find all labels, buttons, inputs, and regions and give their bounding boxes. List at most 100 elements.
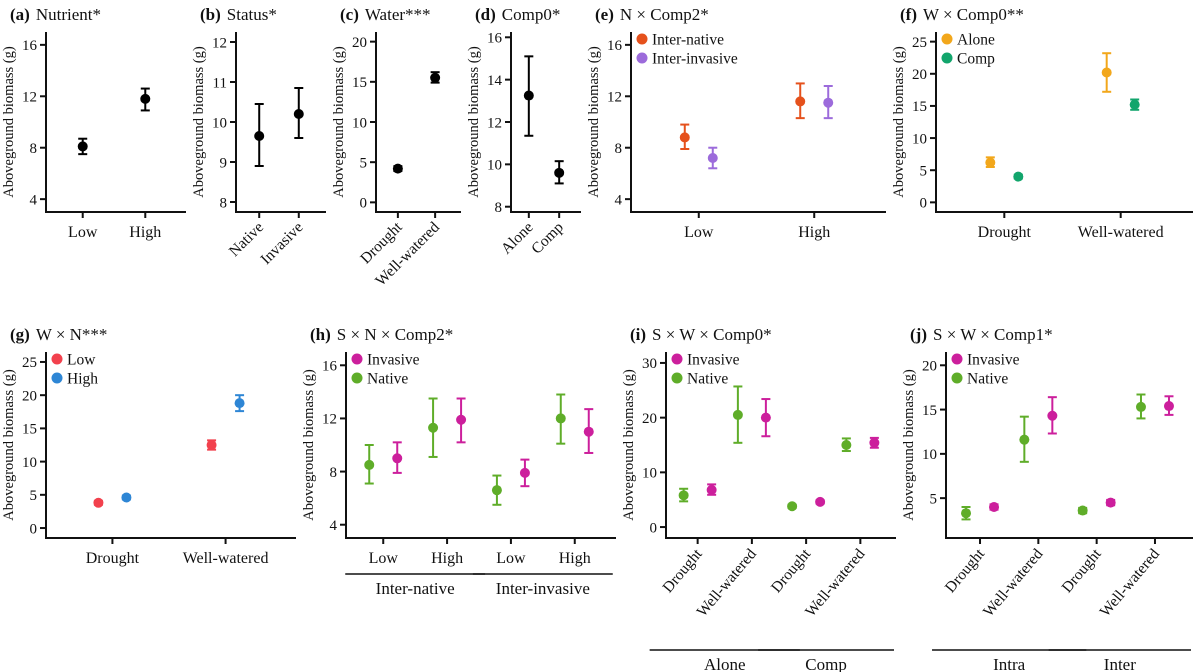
group-label: Inter-native	[376, 579, 455, 598]
data-point	[1105, 497, 1116, 508]
panel-tag: (i)	[630, 325, 646, 344]
data-point-group	[364, 444, 375, 485]
data-point-group	[989, 502, 1000, 512]
y-tick-label: 15	[912, 99, 927, 115]
x-tick-label: Drought	[942, 545, 989, 596]
x-tick-label: High	[431, 550, 463, 567]
data-point	[678, 490, 689, 501]
data-point	[430, 72, 441, 83]
data-point	[364, 459, 375, 470]
panel-tag: (e)	[595, 5, 614, 24]
y-tick-label: 10	[912, 131, 927, 147]
data-point-group	[815, 496, 826, 507]
data-point-group	[206, 439, 217, 451]
y-tick-label: 12	[212, 35, 227, 51]
data-point-group	[1105, 497, 1116, 508]
y-tick-label: 5	[920, 163, 928, 179]
legend-swatch	[941, 52, 953, 64]
y-tick-label: 10	[922, 447, 937, 463]
x-tick-label: High	[798, 224, 830, 241]
panel-tag: (b)	[200, 5, 221, 24]
panel-title: (b) Status*	[200, 5, 277, 24]
data-point	[456, 414, 467, 425]
y-tick-label: 16	[22, 38, 38, 54]
x-tick-label: Drought	[1058, 545, 1105, 596]
group-label: Alone	[704, 655, 746, 672]
y-tick-label: 5	[930, 491, 938, 507]
data-point-group	[254, 103, 265, 167]
panel-title-text: S × W × Comp1*	[933, 325, 1053, 344]
panel-container-a: 4 8 12 16 Low High (a) Nutrient* Aboveground bio…	[0, 0, 190, 320]
data-point-group	[555, 393, 566, 445]
data-point	[869, 437, 880, 448]
y-tick-label: 8	[330, 465, 338, 481]
y-tick-label: 8	[615, 141, 623, 157]
legend-label: Invasive	[687, 351, 740, 368]
data-point	[555, 413, 566, 424]
panel-tag: (g)	[10, 325, 30, 344]
x-tick-label: Well-watered	[1078, 224, 1164, 241]
legend-swatch	[951, 372, 963, 384]
data-point-group	[760, 398, 771, 438]
data-point-group	[1013, 171, 1024, 182]
data-point	[77, 141, 88, 152]
x-tick-label: Drought	[659, 545, 706, 596]
data-point-group	[787, 501, 798, 512]
legend-label: Invasive	[367, 351, 420, 368]
y-axis-label: Aboveground biomass (g)	[466, 46, 482, 198]
y-tick-label: 4	[615, 192, 623, 208]
panel-title-text: S × W × Comp0*	[652, 325, 772, 344]
x-tick-label: Invasive	[257, 219, 306, 268]
y-tick-label: 14	[487, 73, 503, 89]
data-point-group	[985, 156, 996, 168]
data-point	[985, 157, 996, 168]
x-tick-label: Drought	[86, 550, 140, 567]
panel-title: (f) W × Comp0**	[900, 5, 1024, 24]
legend-swatch	[51, 372, 63, 384]
data-point-group	[961, 506, 972, 521]
data-point	[1129, 99, 1140, 110]
y-tick-label: 8	[220, 195, 228, 211]
y-axis-label: Aboveground biomass (g)	[901, 369, 917, 521]
x-tick-label: High	[559, 550, 591, 567]
panel-container-h: 4 8 12 16 Low High Low High Inter-native Inter-in…	[300, 320, 620, 672]
legend-label: Low	[67, 351, 96, 368]
data-point	[491, 485, 502, 496]
y-tick-label: 11	[213, 75, 227, 91]
y-tick-label: 12	[322, 412, 337, 428]
x-tick-label: Low	[496, 550, 526, 567]
y-tick-label: 0	[650, 520, 658, 536]
data-point	[140, 93, 151, 104]
data-point	[707, 153, 718, 163]
data-point	[989, 502, 1000, 512]
panel-tag: (f)	[900, 5, 917, 24]
y-tick-label: 16	[322, 359, 338, 375]
panel-title-text: S × N × Comp2*	[337, 325, 453, 344]
legend-swatch	[671, 372, 683, 384]
x-tick-label: Well-watered	[1097, 545, 1164, 620]
data-point-group	[1101, 52, 1112, 93]
x-tick-label: Low	[68, 224, 98, 241]
x-tick-label: Comp	[528, 219, 567, 258]
y-axis-label: Aboveground biomass (g)	[621, 369, 637, 521]
panel-a: 4 8 12 16 Low High (a) Nutrient* Aboveground bio…	[1, 5, 186, 241]
data-point	[554, 167, 565, 178]
data-point-group	[392, 441, 403, 474]
data-point	[1047, 410, 1058, 421]
y-axis-label: Aboveground biomass (g)	[1, 46, 17, 198]
panel-title: (d) Comp0*	[475, 5, 560, 24]
y-tick-label: 15	[922, 403, 937, 419]
panel-title: (i) S × W × Comp0*	[630, 325, 772, 344]
data-point	[815, 496, 826, 507]
panel-title: (h) S × N × Comp2*	[310, 325, 453, 344]
x-tick-label: Alone	[498, 219, 537, 258]
panel-title-text: W × Comp0**	[923, 5, 1024, 24]
panel-title: (g) W × N***	[10, 325, 107, 344]
group-label: Inter	[1104, 655, 1136, 672]
data-point-group	[456, 397, 467, 444]
panel-title-text: Comp0*	[502, 5, 561, 24]
y-tick-label: 20	[22, 388, 37, 404]
data-point-group	[1077, 505, 1088, 516]
